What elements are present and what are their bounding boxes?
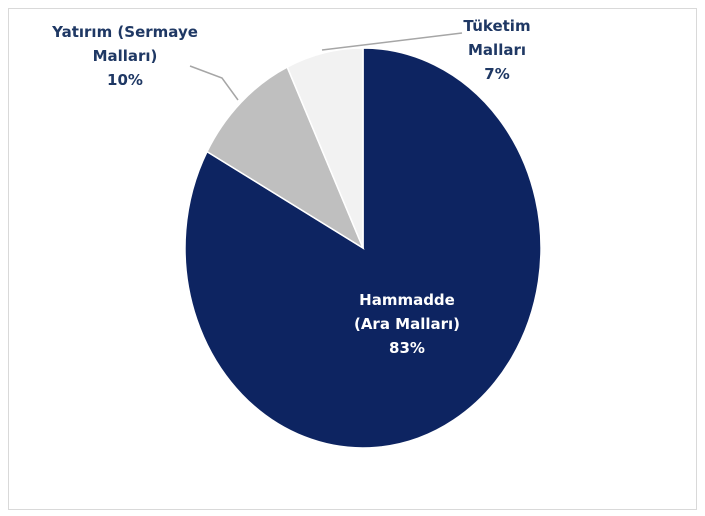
value-label: 83%: [389, 339, 425, 357]
leader-line: [321, 32, 463, 51]
slices: [184, 47, 542, 449]
value-label: 10%: [107, 71, 143, 89]
leader-line: [189, 65, 239, 101]
category-label: Hammadde (Ara Malları): [353, 291, 461, 333]
category-label: Tüketim Malları: [463, 17, 531, 59]
slice-label: Tüketim Malları 7%: [457, 14, 537, 86]
pie-slice: [286, 47, 364, 249]
value-label: 7%: [484, 65, 510, 83]
pie-slice: [206, 65, 365, 250]
slice-label: Yatırım (Sermaye Malları) 10%: [50, 20, 200, 92]
slice-label: Hammadde (Ara Malları) 83%: [347, 288, 467, 360]
category-label: Yatırım (Sermaye Malları): [52, 23, 198, 65]
